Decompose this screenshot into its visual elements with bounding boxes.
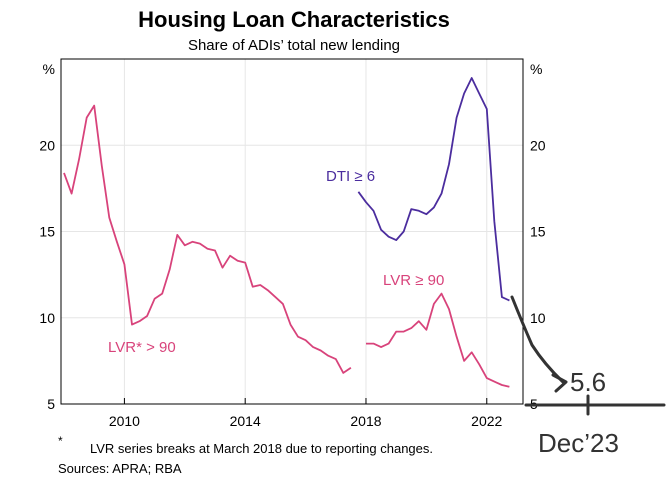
- chart-title: Housing Loan Characteristics: [138, 7, 450, 32]
- annotation-date: Dec’23: [538, 428, 619, 458]
- y-tick-label-left-10: 10: [39, 310, 55, 326]
- series-label-lvr-90: LVR ≥ 90: [383, 272, 444, 289]
- footnote-text: LVR series breaks at March 2018 due to r…: [90, 441, 434, 456]
- sources-text: Sources: APRA; RBA: [58, 461, 182, 476]
- plot-frame: [60, 58, 524, 405]
- series-line-lvr-90: [63, 104, 352, 374]
- x-tick-label-2022: 2022: [471, 413, 502, 429]
- y-axis-unit-left: %: [43, 61, 55, 77]
- y-tick-label-right-15: 15: [530, 224, 546, 240]
- y-tick-label-left-20: 20: [39, 137, 55, 153]
- x-tick-label-2014: 2014: [230, 413, 261, 429]
- footnote-marker: *: [58, 434, 63, 448]
- annotation-arrow-line: [510, 295, 565, 384]
- y-axis-unit-right: %: [530, 61, 542, 77]
- y-tick-label-left-5: 5: [47, 396, 55, 412]
- annotation-value: 5.6: [570, 367, 606, 397]
- series-label-dti-6: DTI ≥ 6: [326, 168, 375, 185]
- y-tick-label-right-10: 10: [530, 310, 546, 326]
- series-line-lvr-90: [366, 292, 510, 388]
- chart-subtitle: Share of ADIs’ total new lending: [187, 37, 401, 54]
- x-tick-label-2010: 2010: [109, 413, 140, 429]
- x-tick-label-2018: 2018: [350, 413, 381, 429]
- y-tick-label-left-15: 15: [39, 224, 55, 240]
- annotation-arrow-head: [551, 373, 568, 393]
- series-label-lvr-90: LVR* > 90: [108, 339, 176, 356]
- y-tick-label-right-20: 20: [530, 137, 546, 153]
- series-line-dti-6: [357, 77, 510, 302]
